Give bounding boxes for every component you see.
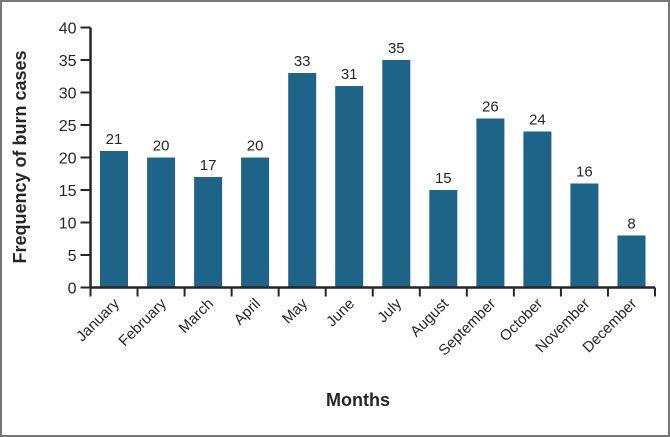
- value-label-january: 21: [106, 131, 123, 148]
- value-label-august: 15: [435, 170, 452, 187]
- value-label-july: 35: [388, 40, 405, 57]
- y-axis-title: Frequency of burn cases: [10, 50, 30, 263]
- bar-november: [570, 183, 599, 288]
- bar-february: [147, 157, 176, 288]
- xtick-label-august: August: [407, 295, 453, 341]
- value-label-june: 31: [341, 66, 358, 83]
- ytick-label-20: 20: [59, 151, 77, 168]
- x-axis-title: Months: [326, 390, 390, 410]
- value-label-november: 16: [576, 164, 593, 181]
- bar-may: [288, 73, 317, 288]
- xtick-label-february: February: [115, 295, 170, 350]
- ytick-label-25: 25: [59, 118, 77, 135]
- xtick-label-april: April: [231, 295, 264, 328]
- bar-august: [429, 190, 458, 288]
- bar-april: [241, 157, 270, 288]
- xtick-label-june: June: [323, 295, 358, 330]
- ytick-label-35: 35: [59, 53, 77, 70]
- value-label-september: 26: [482, 99, 499, 116]
- bar-june: [335, 86, 364, 288]
- ytick-label-15: 15: [59, 183, 77, 200]
- bars-layer: [100, 60, 646, 288]
- ytick-label-0: 0: [68, 281, 77, 298]
- bar-october: [523, 131, 552, 288]
- value-label-may: 33: [294, 53, 311, 70]
- value-label-february: 20: [153, 138, 170, 155]
- value-label-december: 8: [627, 216, 635, 233]
- ytick-label-30: 30: [59, 86, 77, 103]
- value-label-april: 20: [247, 138, 264, 155]
- bar-january: [100, 151, 128, 288]
- xtick-label-may: May: [279, 295, 311, 327]
- ytick-label-40: 40: [59, 21, 77, 38]
- value-label-october: 24: [529, 112, 546, 129]
- bar-december: [617, 235, 646, 288]
- bar-july: [382, 60, 411, 288]
- xtick-label-july: July: [374, 295, 405, 326]
- axes-layer: [80, 26, 656, 297]
- value-label-march: 17: [200, 157, 217, 174]
- bar-march: [194, 177, 223, 288]
- ytick-label-10: 10: [59, 216, 77, 233]
- ytick-label-5: 5: [68, 248, 77, 265]
- xtick-label-march: March: [175, 295, 216, 336]
- bar-september: [476, 118, 505, 288]
